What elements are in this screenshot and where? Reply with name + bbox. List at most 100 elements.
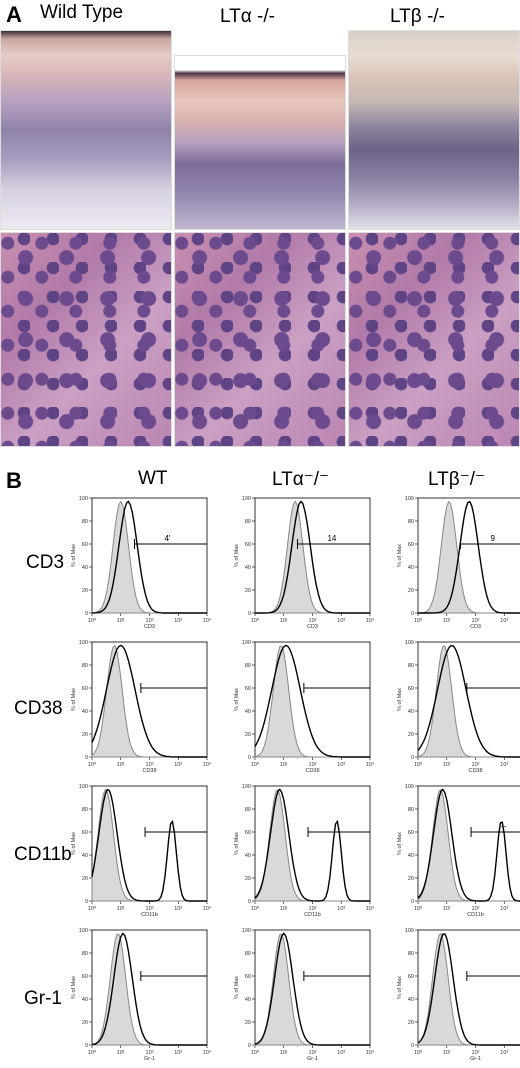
panel-b-letter: B xyxy=(6,468,22,493)
y-tick-label: 100 xyxy=(405,784,414,790)
x-axis-label: Gr-1 xyxy=(307,1056,318,1062)
y-tick-label: 60 xyxy=(82,686,88,692)
y-tick-label: 60 xyxy=(82,974,88,980)
histogram-cd38-0: 100 80 60 40 20 0 % of Max 10⁰ 10¹ 10² 10³ 10⁴ CD38 xyxy=(71,640,212,774)
x-tick-label: 10¹ xyxy=(280,762,288,768)
y-tick-label: 0 xyxy=(248,899,251,905)
x-tick-label: 10⁴ xyxy=(366,1049,375,1056)
control-histogram xyxy=(91,933,207,1046)
y-tick-label: 100 xyxy=(405,928,414,934)
y-tick-label: 80 xyxy=(408,519,414,525)
x-tick-label: 10⁰ xyxy=(88,617,97,624)
y-axis-label: % of Max xyxy=(234,832,240,855)
y-tick-label: 20 xyxy=(82,876,88,882)
x-tick-label: 10³ xyxy=(174,906,182,912)
y-tick-label: 100 xyxy=(79,784,88,790)
y-tick-label: 100 xyxy=(79,496,88,502)
y-tick-label: 20 xyxy=(408,588,414,594)
x-axis-label: CD38 xyxy=(468,768,482,774)
panel-b-col-title-lta: LTα⁻/⁻ xyxy=(272,469,330,490)
x-tick-label: 10¹ xyxy=(443,762,451,768)
y-tick-label: 100 xyxy=(405,496,414,502)
y-tick-label: 80 xyxy=(245,519,251,525)
y-tick-label: 40 xyxy=(82,997,88,1003)
y-tick-label: 60 xyxy=(408,542,414,548)
x-axis-label: CD11b xyxy=(141,912,158,918)
y-tick-label: 0 xyxy=(248,755,251,761)
y-axis-label: % of Max xyxy=(71,688,77,711)
gate-label: 9 xyxy=(490,534,495,543)
x-tick-label: 10³ xyxy=(500,1050,508,1056)
control-histogram xyxy=(254,789,370,902)
panel-b-col-title-wt: WT xyxy=(138,468,168,489)
x-tick-label: 10⁰ xyxy=(414,617,423,624)
micrograph-ltb-low xyxy=(348,30,520,230)
y-tick-label: 80 xyxy=(245,663,251,669)
y-tick-label: 20 xyxy=(408,1020,414,1026)
x-tick-label: 10⁰ xyxy=(414,1049,423,1056)
y-tick-label: 60 xyxy=(408,686,414,692)
x-tick-label: 10² xyxy=(309,1050,317,1056)
sample-histogram xyxy=(254,644,370,758)
micrograph-ltb-high xyxy=(348,232,520,447)
y-tick-label: 60 xyxy=(245,686,251,692)
x-tick-label: 10¹ xyxy=(280,1050,288,1056)
x-tick-label: 10⁰ xyxy=(251,905,260,912)
x-tick-label: 10³ xyxy=(174,1050,182,1056)
x-tick-label: 10³ xyxy=(500,618,508,624)
x-tick-label: 10⁴ xyxy=(203,905,212,912)
plot-frame xyxy=(417,497,520,614)
y-tick-label: 40 xyxy=(245,565,251,571)
x-tick-label: 10¹ xyxy=(443,618,451,624)
x-axis-label: CD38 xyxy=(305,768,319,774)
x-tick-label: 10⁴ xyxy=(366,905,375,912)
y-tick-label: 80 xyxy=(408,663,414,669)
y-tick-label: 0 xyxy=(411,611,414,617)
micrograph-wt-low xyxy=(0,30,172,230)
x-axis-label: CD3 xyxy=(144,624,155,630)
gate-label: 14 xyxy=(327,534,336,543)
y-tick-label: 0 xyxy=(85,1043,88,1049)
x-tick-label: 10¹ xyxy=(117,762,125,768)
y-axis-label: % of Max xyxy=(71,832,77,855)
y-tick-label: 80 xyxy=(82,519,88,525)
sample-histogram xyxy=(418,500,520,614)
y-tick-label: 100 xyxy=(242,640,251,646)
sample-histogram xyxy=(91,788,207,902)
histogram-cd11b-1: 100 80 60 40 20 0 % of Max 10⁰ 10¹ 10² 10³ 10⁴ CD11b xyxy=(234,784,375,918)
x-tick-label: 10¹ xyxy=(280,906,288,912)
x-tick-label: 10⁰ xyxy=(251,1049,260,1056)
x-tick-label: 10⁰ xyxy=(414,905,423,912)
x-tick-label: 10² xyxy=(472,762,480,768)
sample-histogram xyxy=(417,788,520,902)
y-tick-label: 20 xyxy=(408,732,414,738)
x-tick-label: 10² xyxy=(146,1050,154,1056)
panel-a-col-title-lta: LTα -/- xyxy=(220,6,275,27)
y-tick-label: 60 xyxy=(408,974,414,980)
y-tick-label: 100 xyxy=(79,640,88,646)
sample-histogram xyxy=(254,932,370,1046)
y-tick-label: 20 xyxy=(245,1020,251,1026)
x-tick-label: 10³ xyxy=(337,906,345,912)
control-histogram xyxy=(254,933,370,1046)
y-tick-label: 80 xyxy=(245,951,251,957)
y-axis-label: % of Max xyxy=(234,544,240,567)
x-axis-label: CD11b xyxy=(467,912,484,918)
y-tick-label: 60 xyxy=(82,542,88,548)
sample-histogram xyxy=(91,500,207,614)
micrograph-lta-high xyxy=(174,232,346,447)
y-tick-label: 100 xyxy=(79,928,88,934)
y-tick-label: 0 xyxy=(411,755,414,761)
x-tick-label: 10¹ xyxy=(280,618,288,624)
histogram-cd3-1: 100 80 60 40 20 0 % of Max 10⁰ 10¹ 10² 10³ 10⁴ CD3 14 xyxy=(234,496,375,630)
control-histogram xyxy=(417,500,520,614)
x-tick-label: 10⁰ xyxy=(251,761,260,768)
y-tick-label: 40 xyxy=(82,565,88,571)
control-histogram xyxy=(254,645,370,758)
y-tick-label: 80 xyxy=(408,951,414,957)
x-tick-label: 10⁴ xyxy=(203,761,212,768)
x-axis-label: CD38 xyxy=(142,768,156,774)
